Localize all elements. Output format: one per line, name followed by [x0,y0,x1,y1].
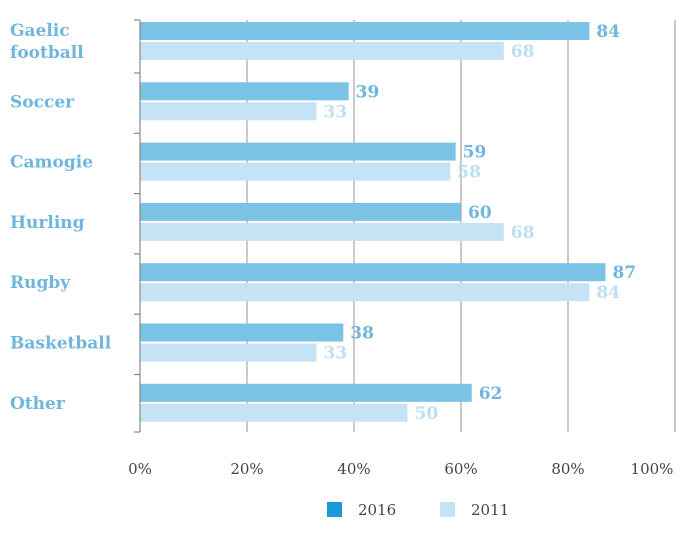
y-axis [134,19,141,433]
x-tick-label: 0% [128,460,152,478]
bar-2016 [140,22,590,40]
category-label: Gaelic football [10,21,84,63]
category-label-line: Rugby [10,273,71,293]
value-label-2011: 33 [324,102,348,122]
bar-2016 [140,383,472,402]
bar-2011 [140,162,451,181]
category-label-line: football [10,43,84,63]
bar-2011 [140,222,504,241]
bar-2011 [140,343,317,362]
bar-2011 [140,102,317,121]
value-label-2011: 33 [324,344,348,364]
category-label-line: Other [10,394,66,414]
value-label-2011: 58 [457,163,481,183]
category-label: Other [10,394,66,414]
x-tick-labels: 0% 20% 40% 60% 80% 100% [128,460,673,478]
x-tick-label: 60% [444,460,477,478]
category-label: Hurling [10,213,85,233]
category-label-line: Gaelic [10,21,70,41]
category-labels: Gaelic football Soccer Camogie Hurling Rugby B… [10,21,112,414]
category-label: Soccer [10,92,75,112]
category-label-line: Soccer [10,92,75,112]
legend-label-2016: 2016 [358,501,396,519]
value-label-2016: 87 [612,263,636,283]
category-label-line: Camogie [10,153,93,173]
category-label: Basketball [10,334,112,354]
bar-2016 [140,323,344,342]
legend-swatch-2011 [440,502,455,517]
bar-2011 [140,403,408,422]
category-label: Camogie [10,153,93,173]
x-tick-label: 40% [337,460,370,478]
legend-swatch-2016 [327,502,342,517]
legend-label-2011: 2011 [471,501,509,519]
legend: 2016 2011 [327,501,509,519]
bar-2016 [140,142,456,161]
bar-2011 [140,42,504,60]
bar-2016 [140,82,349,101]
bar-2011 [140,283,590,302]
x-tick-label: 100% [631,460,674,478]
value-label-2016: 62 [479,384,503,404]
bar-2016 [140,202,461,221]
value-label-2016: 38 [350,324,374,344]
x-tick-label: 80% [551,460,584,478]
category-label-line: Hurling [10,213,85,233]
value-label-2016: 59 [463,143,487,163]
value-label-2011: 68 [511,223,535,243]
value-label-2011: 50 [415,404,439,424]
value-label-2016: 60 [468,203,492,223]
x-tick-label: 20% [230,460,263,478]
value-label-2011: 68 [511,42,535,62]
category-label-line: Basketball [10,334,112,354]
value-label-2011: 84 [596,283,620,303]
value-label-2016: 84 [596,22,620,42]
bar-marks [140,22,606,422]
value-label-2016: 39 [356,82,380,102]
bar-2016 [140,263,606,282]
category-label: Rugby [10,273,71,293]
